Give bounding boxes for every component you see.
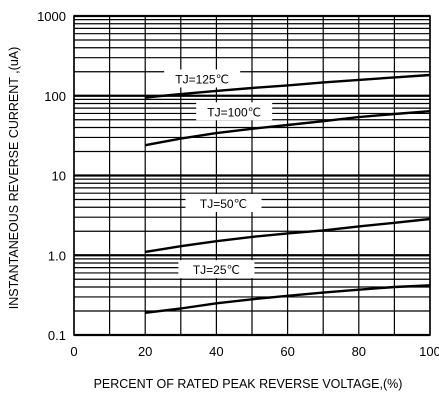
x-tick-label: 80: [352, 344, 366, 359]
series-label-background: [185, 193, 262, 212]
series-label: TJ=50℃: [200, 197, 247, 211]
y-axis-title: INSTANTANEOUS REVERSE CURRENT ,(uA): [7, 47, 21, 310]
y-tick-label: 1000: [37, 9, 66, 24]
series-curve: [145, 217, 431, 254]
x-tick-label: 60: [280, 344, 294, 359]
plot-frame: [73, 15, 431, 336]
series-label: TJ=25℃: [193, 263, 240, 277]
series-label-background: [196, 102, 273, 121]
x-tick-label: 40: [209, 344, 223, 359]
series-curves: [144, 73, 431, 314]
series-label: TJ=125℃: [175, 72, 229, 86]
y-tick-label: 0.1: [48, 328, 66, 343]
series-curve: [145, 284, 431, 314]
tick-labels: 0 20 40 60 80 100 0.1 1.0 10 100 1000: [37, 9, 439, 359]
series-label-background: [178, 260, 255, 279]
y-tick-label: 100: [44, 89, 66, 104]
series-curve: [144, 110, 431, 147]
x-tick-label: 100: [419, 344, 439, 359]
x-axis-title: PERCENT OF RATED PEAK REVERSE VOLTAGE,(%…: [94, 377, 403, 391]
series-label-background: [164, 69, 241, 88]
series-labels: TJ=125℃ TJ=100℃ TJ=50℃ TJ=25℃: [164, 69, 273, 279]
x-tick-label: 0: [70, 344, 77, 359]
series-label: TJ=100℃: [207, 105, 261, 119]
y-tick-label: 1.0: [48, 248, 66, 263]
y-tick-label: 10: [52, 169, 66, 184]
series-curve: [145, 73, 431, 99]
x-tick-label: 20: [138, 344, 152, 359]
